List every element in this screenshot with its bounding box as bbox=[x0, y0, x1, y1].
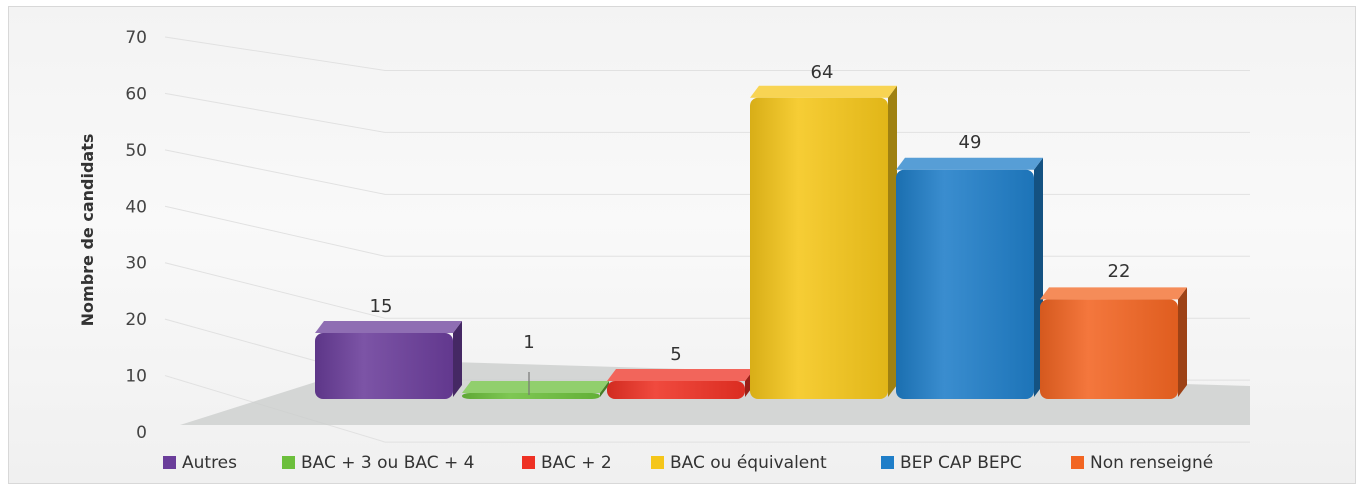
legend-label: BAC + 3 ou BAC + 4 bbox=[301, 453, 474, 473]
legend-label: BAC ou équivalent bbox=[670, 453, 827, 473]
bar bbox=[315, 321, 462, 399]
bar bbox=[1040, 287, 1187, 399]
bar-top bbox=[315, 321, 462, 333]
bar-top bbox=[607, 369, 754, 381]
gridline bbox=[164, 92, 1250, 133]
data-label: 64 bbox=[811, 62, 834, 83]
legend-label: Autres bbox=[182, 453, 237, 473]
bar bbox=[607, 369, 754, 399]
bar-front bbox=[462, 393, 600, 399]
y-axis-label: Nombre de candidats bbox=[78, 134, 97, 327]
legend-swatch bbox=[881, 456, 894, 469]
bar-top bbox=[896, 157, 1043, 170]
gridline bbox=[164, 149, 1250, 195]
y-tick-label: 30 bbox=[125, 254, 147, 274]
data-label: 49 bbox=[959, 132, 982, 153]
y-tick-label: 50 bbox=[125, 141, 147, 161]
bar-side bbox=[888, 85, 897, 398]
bar bbox=[462, 381, 609, 399]
y-tick-label: 0 bbox=[136, 423, 147, 443]
y-axis-tick-labels: 0 10 20 30 40 50 60 70 bbox=[125, 28, 147, 443]
y-tick-label: 10 bbox=[125, 367, 147, 387]
legend-label: BEP CAP BEPC bbox=[900, 453, 1022, 473]
bar-top bbox=[462, 381, 609, 393]
y-tick-label: 60 bbox=[125, 84, 147, 104]
legend-swatch bbox=[282, 456, 295, 469]
bar-front bbox=[1040, 299, 1178, 399]
legend-item: BEP CAP BEPC bbox=[881, 453, 1022, 473]
legend-item: BAC ou équivalent bbox=[651, 453, 827, 473]
y-tick-label: 20 bbox=[125, 310, 147, 330]
bar-side bbox=[453, 321, 462, 397]
bar-top bbox=[750, 85, 897, 98]
data-label: 15 bbox=[370, 296, 393, 317]
gridline bbox=[164, 375, 1250, 443]
bar-front bbox=[750, 97, 888, 400]
legend-item: BAC + 2 bbox=[522, 453, 612, 473]
legend: Autres BAC + 3 ou BAC + 4 BAC + 2 BAC ou éq… bbox=[163, 453, 1213, 473]
bar-side bbox=[1178, 287, 1187, 397]
legend-label: BAC + 2 bbox=[541, 453, 612, 473]
legend-swatch bbox=[1071, 456, 1084, 469]
legend-swatch bbox=[522, 456, 535, 469]
bar-top bbox=[1040, 287, 1187, 300]
legend-item: BAC + 3 ou BAC + 4 bbox=[282, 453, 474, 473]
legend-swatch bbox=[651, 456, 664, 469]
bar-front bbox=[896, 169, 1034, 399]
legend-label: Non renseigné bbox=[1090, 453, 1213, 473]
bar-side bbox=[600, 381, 609, 397]
bar-front bbox=[315, 333, 453, 399]
data-label: 22 bbox=[1108, 261, 1131, 282]
legend-item: Non renseigné bbox=[1071, 453, 1213, 473]
bar-front bbox=[607, 381, 745, 399]
legend-swatch bbox=[163, 456, 176, 469]
gridline bbox=[164, 205, 1250, 257]
legend-item: Autres bbox=[163, 453, 237, 473]
data-label: 1 bbox=[523, 332, 534, 353]
y-tick-label: 40 bbox=[125, 197, 147, 217]
data-label: 5 bbox=[670, 344, 681, 365]
bar bbox=[896, 157, 1043, 399]
gridline bbox=[164, 36, 1250, 71]
bars bbox=[315, 85, 1187, 400]
bar bbox=[750, 85, 897, 400]
y-tick-label: 70 bbox=[125, 28, 147, 48]
